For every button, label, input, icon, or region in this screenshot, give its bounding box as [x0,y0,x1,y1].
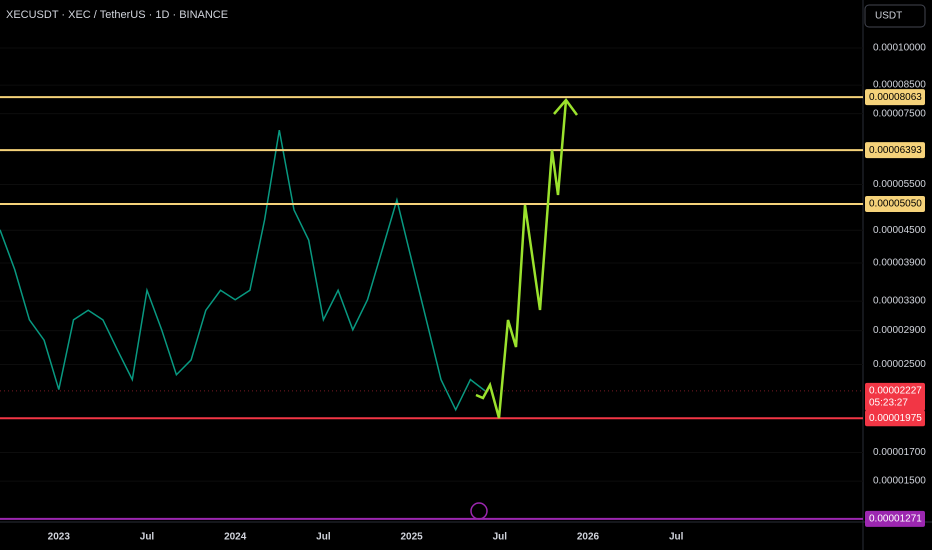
currency-label[interactable]: USDT [875,11,902,22]
y-tick-label: 0.00003300 [873,296,926,307]
projection-path [475,99,568,419]
countdown-label: 05:23:27 [869,398,908,409]
y-tick-label: 0.00001500 [873,476,926,487]
level-label: 0.00006393 [869,145,922,156]
level-label: 0.00001271 [869,514,922,525]
y-tick-label: 0.00002500 [873,359,926,370]
level-label-box [865,510,925,527]
level-label-box [865,410,925,427]
y-tick-label: 0.00003900 [873,258,926,269]
x-tick-label: 2026 [577,532,600,543]
level-label-box [865,142,925,159]
projection-arrowhead [553,97,579,116]
last-price-box [865,382,925,411]
level-label: 0.00008063 [869,92,922,103]
x-tick-label: Jul [316,532,331,543]
x-tick-label: 2024 [224,532,247,543]
events-icon[interactable] [470,502,488,520]
level-label: 0.00001975 [869,413,922,424]
level-label-box [865,89,925,106]
x-tick-label: Jul [140,532,155,543]
y-tick-label: 0.00010000 [873,43,926,54]
x-tick-label: Jul [669,532,684,543]
y-tick-label: 0.00001700 [873,447,926,458]
y-tick-label: 0.00002900 [873,325,926,336]
price-line [0,129,486,412]
y-tick-label: 0.00008500 [873,80,926,91]
symbol-title: XECUSDT · XEC / TetherUS · 1D · BINANCE [6,9,228,21]
y-tick-label: 0.00004500 [873,225,926,236]
x-tick-label: Jul [493,532,508,543]
y-tick-label: 0.00005500 [873,179,926,190]
currency-button[interactable] [864,4,926,28]
last-price-label: 0.00002227 [869,386,922,397]
level-label-box [865,195,925,212]
x-tick-label: 2023 [48,532,71,543]
level-label: 0.00005050 [869,199,922,210]
y-tick-label: 0.00007500 [873,108,926,119]
x-tick-label: 2025 [400,532,423,543]
